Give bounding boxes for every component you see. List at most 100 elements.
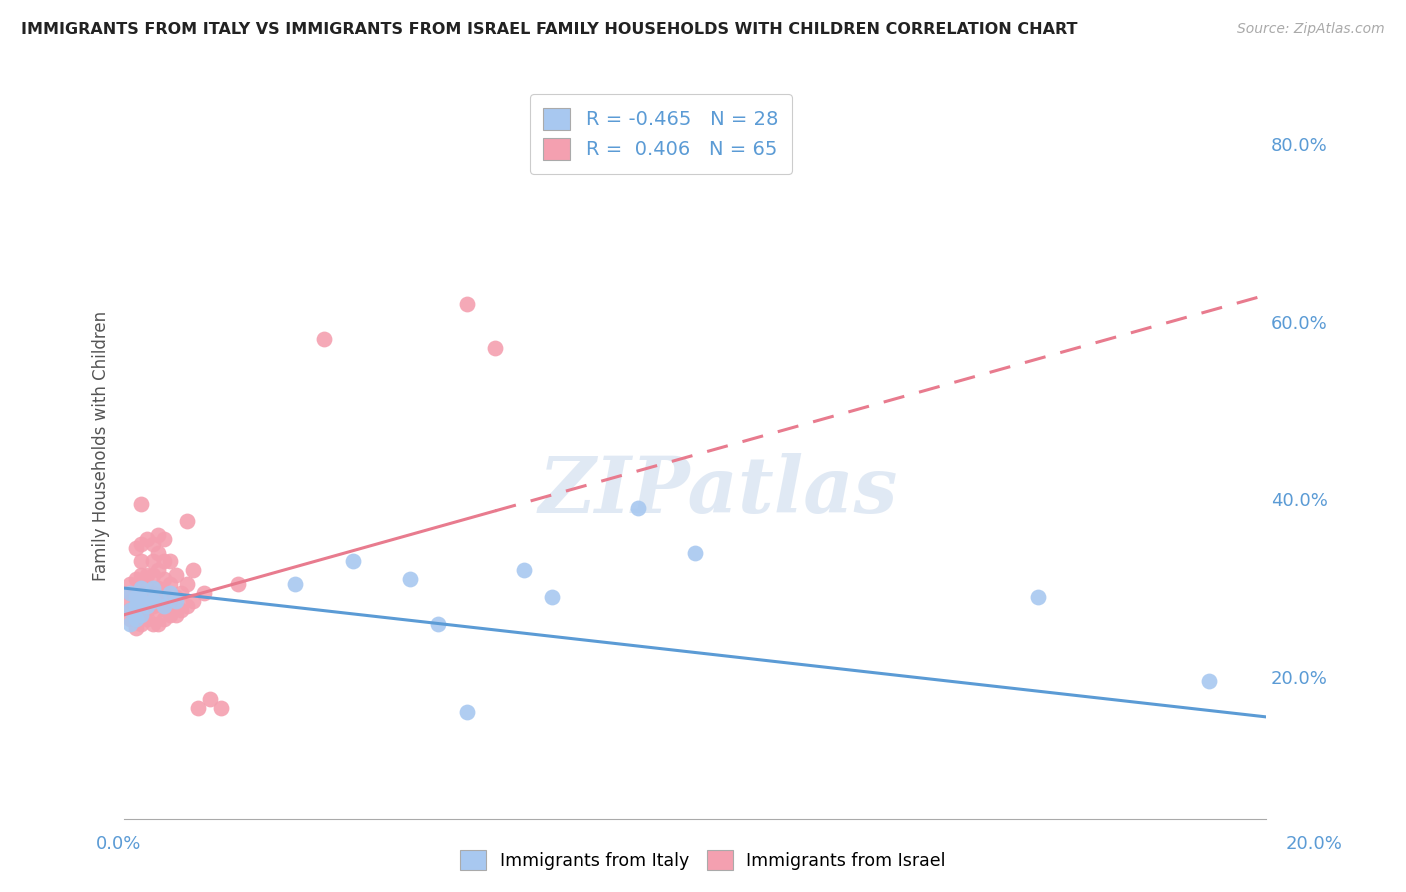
Point: [398, 572, 420, 586]
Point: [153, 554, 176, 568]
Point: [131, 607, 153, 622]
Point: [193, 585, 215, 599]
Point: [142, 567, 165, 582]
Point: [159, 594, 181, 608]
Point: [456, 706, 478, 720]
Point: [142, 581, 165, 595]
Point: [513, 563, 536, 577]
Point: [131, 616, 153, 631]
Point: [142, 585, 165, 599]
Point: [124, 572, 146, 586]
Point: [131, 607, 153, 622]
Point: [136, 590, 159, 604]
Text: Source: ZipAtlas.com: Source: ZipAtlas.com: [1237, 22, 1385, 37]
Point: [148, 528, 170, 542]
Point: [118, 585, 141, 599]
Point: [159, 607, 181, 622]
Text: 0.0%: 0.0%: [96, 835, 141, 853]
Point: [136, 581, 159, 595]
Point: [148, 590, 170, 604]
Point: [312, 333, 335, 347]
Point: [1198, 674, 1220, 689]
Point: [118, 616, 141, 631]
Point: [209, 701, 232, 715]
Point: [153, 599, 176, 613]
Point: [131, 537, 153, 551]
Legend: Immigrants from Italy, Immigrants from Israel: Immigrants from Italy, Immigrants from I…: [451, 841, 955, 879]
Point: [118, 594, 141, 608]
Point: [148, 603, 170, 617]
Point: [131, 594, 153, 608]
Point: [118, 576, 141, 591]
Point: [118, 603, 141, 617]
Point: [136, 603, 159, 617]
Point: [142, 616, 165, 631]
Point: [170, 603, 193, 617]
Y-axis label: Family Households with Children: Family Households with Children: [93, 311, 110, 581]
Point: [136, 590, 159, 604]
Point: [181, 563, 204, 577]
Point: [159, 576, 181, 591]
Point: [148, 581, 170, 595]
Point: [142, 599, 165, 613]
Point: [124, 599, 146, 613]
Point: [342, 554, 364, 568]
Point: [148, 563, 170, 577]
Point: [136, 567, 159, 582]
Point: [131, 585, 153, 599]
Point: [165, 607, 187, 622]
Legend: R = -0.465   N = 28, R =  0.406   N = 65: R = -0.465 N = 28, R = 0.406 N = 65: [530, 94, 792, 174]
Point: [165, 567, 187, 582]
Point: [142, 594, 165, 608]
Point: [159, 585, 181, 599]
Point: [148, 594, 170, 608]
Text: 20.0%: 20.0%: [1286, 835, 1343, 853]
Point: [136, 533, 159, 547]
Point: [124, 621, 146, 635]
Text: IMMIGRANTS FROM ITALY VS IMMIGRANTS FROM ISRAEL FAMILY HOUSEHOLDS WITH CHILDREN : IMMIGRANTS FROM ITALY VS IMMIGRANTS FROM…: [21, 22, 1077, 37]
Point: [153, 599, 176, 613]
Point: [153, 585, 176, 599]
Point: [187, 701, 209, 715]
Point: [118, 612, 141, 626]
Point: [124, 599, 146, 613]
Point: [131, 497, 153, 511]
Point: [153, 612, 176, 626]
Point: [131, 554, 153, 568]
Point: [118, 585, 141, 599]
Point: [148, 616, 170, 631]
Point: [427, 616, 450, 631]
Point: [136, 612, 159, 626]
Point: [148, 545, 170, 559]
Text: ZIPatlas: ZIPatlas: [538, 452, 897, 529]
Point: [131, 567, 153, 582]
Point: [176, 576, 198, 591]
Point: [170, 585, 193, 599]
Point: [136, 599, 159, 613]
Point: [284, 576, 307, 591]
Point: [153, 533, 176, 547]
Point: [153, 572, 176, 586]
Point: [228, 576, 250, 591]
Point: [176, 599, 198, 613]
Point: [456, 297, 478, 311]
Point: [176, 515, 198, 529]
Point: [627, 501, 650, 516]
Point: [198, 692, 221, 706]
Point: [131, 581, 153, 595]
Point: [165, 594, 187, 608]
Point: [142, 554, 165, 568]
Point: [131, 599, 153, 613]
Point: [484, 341, 506, 355]
Point: [124, 590, 146, 604]
Point: [142, 537, 165, 551]
Point: [124, 612, 146, 626]
Point: [124, 590, 146, 604]
Point: [181, 594, 204, 608]
Point: [683, 545, 706, 559]
Point: [159, 554, 181, 568]
Point: [165, 590, 187, 604]
Point: [118, 603, 141, 617]
Point: [1026, 590, 1049, 604]
Point: [541, 590, 564, 604]
